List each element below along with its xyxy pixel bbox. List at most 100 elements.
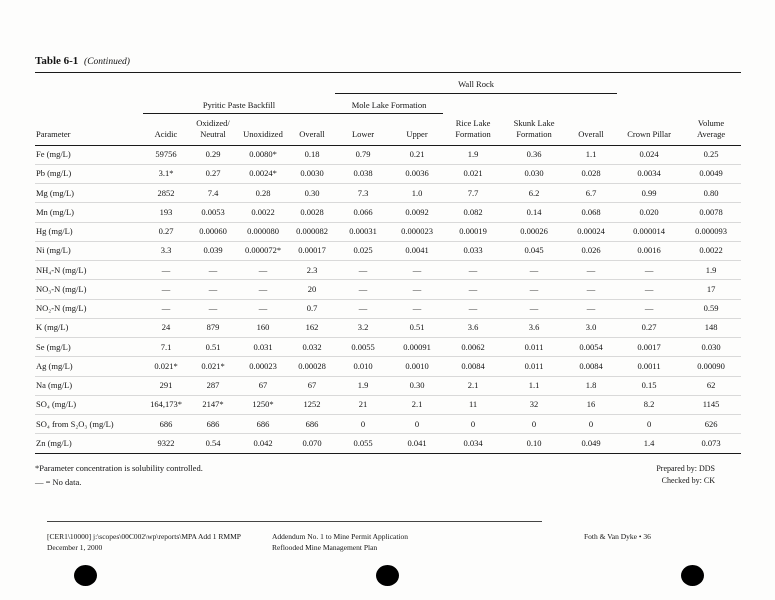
value-cell: 0 <box>391 414 444 435</box>
col-header-volume-average: Volume Average <box>681 113 742 146</box>
value-cell: 193 <box>143 202 189 223</box>
table-row: Fe (mg/L) 59756 0.29 0.0080* 0.18 0.79 0.21 1.9… <box>35 145 742 165</box>
parameter-cell: NO₂-N (mg/L) <box>35 299 143 319</box>
document-page: Table 6-1 (Continued) Wall Rock Pyritic … <box>35 55 742 554</box>
value-cell: 0.021* <box>189 356 237 377</box>
value-cell: 2.1 <box>443 376 504 396</box>
value-cell: 1.8 <box>565 376 618 396</box>
footer-doc-title: Addendum No. 1 to Mine Permit Applicatio… <box>272 531 409 541</box>
value-cell: 0.0011 <box>617 356 682 377</box>
value-cell: 0.030 <box>681 337 742 358</box>
value-cell: 0.073 <box>681 433 742 454</box>
footnotes-right: Prepared by: DDS Checked by: CK <box>656 463 715 491</box>
value-cell: 7.1 <box>143 337 189 358</box>
value-cell: 0.00023 <box>237 356 289 377</box>
parameter-cell: Zn (mg/L) <box>35 433 143 454</box>
col-header-skunk-lake: Skunk Lake Formation <box>503 113 566 146</box>
pyritic-group-header: Pyritic Paste Backfill <box>143 93 336 115</box>
table-row: NO₃-N (mg/L) — — —20— — — — — —17 <box>35 279 742 300</box>
value-cell: 0.0016 <box>617 241 682 262</box>
value-cell: — <box>617 260 682 281</box>
value-cell: 0.055 <box>335 433 392 454</box>
value-cell: 62 <box>681 376 742 396</box>
wall-rock-group-header: Wall Rock <box>335 73 618 94</box>
value-cell: 0.00019 <box>443 222 504 242</box>
value-cell: 0.29 <box>189 145 237 165</box>
parameter-cell: Se (mg/L) <box>35 337 143 358</box>
value-cell: — <box>237 279 289 300</box>
value-cell: 0.0078 <box>681 202 742 223</box>
value-cell: 0.0080* <box>237 145 289 165</box>
value-cell: 1250* <box>237 395 289 416</box>
parameter-cell: Mg (mg/L) <box>35 183 143 204</box>
value-cell: 160 <box>237 318 289 339</box>
value-cell: 1.1 <box>503 376 566 396</box>
value-cell: 0.026 <box>565 241 618 262</box>
value-cell: 0.27 <box>617 318 682 339</box>
value-cell: 0.033 <box>443 241 504 262</box>
value-cell: 7.3 <box>335 183 392 204</box>
value-cell: — <box>443 299 504 319</box>
value-cell: 1.0 <box>391 183 444 204</box>
value-cell: — <box>443 279 504 300</box>
value-cell: 0.042 <box>237 433 289 454</box>
value-cell: 626 <box>681 414 742 435</box>
col-header-acidic: Acidic <box>143 113 189 146</box>
footnotes-left: *Parameter concentration is solubility c… <box>35 463 203 491</box>
table-row: SO₄ (mg/L) 164,173* 2147* 1250* 1252 21 2.1 11 3… <box>35 395 742 416</box>
value-cell: 0.0062 <box>443 337 504 358</box>
value-cell: 0.021* <box>143 356 189 377</box>
value-cell: 0.0010 <box>391 356 444 377</box>
value-cell: — <box>189 260 237 281</box>
value-cell: — <box>391 299 444 319</box>
value-cell: 0.14 <box>503 202 566 223</box>
value-cell: 7.7 <box>443 183 504 204</box>
value-cell: 0.0024* <box>237 164 289 185</box>
table-row: Ag (mg/L) 0.021* 0.021* 0.00023 0.00028 0.010… <box>35 356 742 377</box>
value-cell: 24 <box>143 318 189 339</box>
value-cell: — <box>237 299 289 319</box>
value-cell: 0.000093 <box>681 222 742 242</box>
value-cell: 0.049 <box>565 433 618 454</box>
value-cell: — <box>143 279 189 300</box>
table-row: Pb (mg/L) 3.1* 0.27 0.0024* 0.0030 0.038 0.003… <box>35 164 742 185</box>
formation-header-row: Pyritic Paste Backfill Mole Lake Formati… <box>35 93 741 115</box>
footer-center-block: Addendum No. 1 to Mine Permit Applicatio… <box>272 531 572 554</box>
value-cell: 0.27 <box>189 164 237 185</box>
col-header-lower: Lower <box>335 113 392 146</box>
value-cell: 1.1 <box>565 145 618 165</box>
footer-file-path: [CER1\10000] j:\scopes\00C002\wp\reports… <box>47 531 241 541</box>
table-row: SO₄ from S₂O₃ (mg/L) 686 686 686 686 0 0 0 0 0 0 62… <box>35 414 742 435</box>
punch-hole-3 <box>681 565 704 586</box>
value-cell: 0.51 <box>391 318 444 339</box>
parameter-cell: NH₄-N (mg/L) <box>35 260 143 281</box>
parameter-cell: SO₄ (mg/L) <box>35 395 143 416</box>
value-cell: 0.99 <box>617 183 682 204</box>
value-cell: 0.0022 <box>237 202 289 223</box>
value-cell: 0.032 <box>289 337 336 358</box>
value-cell: 8.2 <box>617 395 682 416</box>
checked-by: Checked by: CK <box>661 475 715 485</box>
value-cell: 0.0028 <box>289 202 336 223</box>
value-cell: 0.021 <box>443 164 504 185</box>
value-cell: — <box>565 299 618 319</box>
header-spacer <box>35 93 143 114</box>
value-cell: 3.3 <box>143 241 189 262</box>
value-cell: 0.59 <box>681 299 742 319</box>
value-cell: — <box>335 299 392 319</box>
value-cell: — <box>503 279 566 300</box>
col-header-upper: Upper <box>391 113 444 146</box>
value-cell: 0.51 <box>189 337 237 358</box>
value-cell: — <box>237 260 289 281</box>
value-cell: 32 <box>503 395 566 416</box>
value-cell: 3.1* <box>143 164 189 185</box>
value-cell: 3.6 <box>443 318 504 339</box>
header-spacer <box>617 73 741 93</box>
table-title-text: Table 6-1 <box>35 55 79 67</box>
table-row: Mg (mg/L) 2852 7.4 0.28 0.30 7.3 1.0 7.7 6.2 6.7 0… <box>35 183 742 204</box>
value-cell: 0.041 <box>391 433 444 454</box>
value-cell: 0.7 <box>289 299 336 319</box>
table-title: Table 6-1 (Continued) <box>35 55 741 73</box>
value-cell: 0.0030 <box>289 164 336 185</box>
value-cell: 287 <box>189 376 237 396</box>
